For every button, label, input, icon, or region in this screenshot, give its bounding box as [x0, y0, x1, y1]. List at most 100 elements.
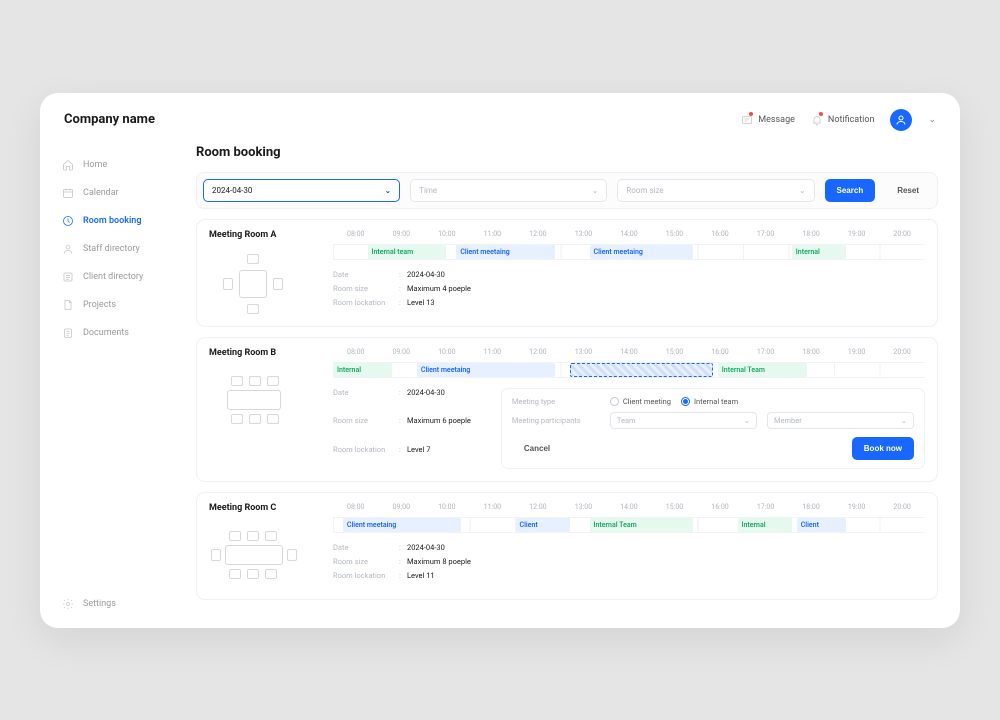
user-icon [895, 114, 907, 126]
search-button[interactable]: Search [825, 179, 876, 202]
booking-slot-internal[interactable]: Internal Team [590, 518, 694, 532]
timeline-hour-label: 08:00 [333, 230, 379, 238]
timeline-hour-label: 20:00 [879, 348, 925, 356]
timeline-hour-label: 17:00 [743, 348, 789, 356]
calendar-icon [62, 187, 74, 199]
timeline-hour-label: 15:00 [652, 230, 698, 238]
message-unread-dot [749, 112, 753, 116]
booking-slot-client[interactable]: Client [516, 518, 570, 532]
sidebar-item-documents[interactable]: Documents [62, 319, 190, 347]
room-card: Meeting Room B 08:0009:0010:0011:0012:00… [196, 337, 938, 482]
booking-slot-client[interactable]: Client meetaing [590, 245, 694, 259]
time-select[interactable]: Time ⌄ [410, 179, 607, 202]
participants-label: Meeting participants [512, 416, 600, 425]
sidebar-item-label: Staff directory [83, 244, 140, 254]
timeline-hour-label: 10:00 [424, 230, 470, 238]
timeline-hour-label: 19:00 [834, 348, 880, 356]
booking-slot-client[interactable]: Client meetaing [456, 245, 555, 259]
topbar-actions: Message Notification ⌄ [741, 109, 936, 131]
room-name: Meeting Room A [209, 230, 319, 240]
book-now-button[interactable]: Book now [852, 437, 914, 460]
booking-slot-internal[interactable]: Internal [738, 518, 792, 532]
cancel-button[interactable]: Cancel [512, 437, 562, 460]
staff-icon [62, 243, 74, 255]
filter-bar: 2024-04-30 ⌄ Time ⌄ Room size ⌄ Search R… [196, 172, 938, 209]
timeline-hour-label: 12:00 [515, 230, 561, 238]
sidebar-item-home[interactable]: Home [62, 151, 190, 179]
page-title: Room booking [196, 145, 938, 160]
sidebar-item-label: Client directory [83, 272, 143, 282]
timeline-hour-label: 18:00 [788, 348, 834, 356]
size-select[interactable]: Room size ⌄ [617, 179, 814, 202]
booking-slot-internal[interactable]: Internal team [368, 245, 447, 259]
sidebar: Home Calendar Room booking Staff directory C… [40, 141, 190, 628]
booking-slot-internal[interactable]: Internal [333, 363, 392, 377]
booking-slot-client[interactable]: Client meetaing [343, 518, 461, 532]
projects-icon [62, 299, 74, 311]
team-select[interactable]: Team⌄ [610, 412, 757, 429]
timeline-hour-label: 10:00 [424, 348, 470, 356]
timeline-hour-label: 16:00 [697, 230, 743, 238]
meeting-type-label: Meeting type [512, 397, 600, 406]
booking-form: Meeting type Client meeting Internal tea… [501, 388, 925, 469]
sidebar-item-label: Home [83, 160, 107, 170]
sidebar-item-calendar[interactable]: Calendar [62, 179, 190, 207]
sidebar-item-staff[interactable]: Staff directory [62, 235, 190, 263]
timeline-hour-label: 09:00 [379, 348, 425, 356]
client-icon [62, 271, 74, 283]
timeline-hour-label: 16:00 [697, 503, 743, 511]
timeline-hour-label: 15:00 [652, 348, 698, 356]
notification-button[interactable]: Notification [811, 114, 875, 126]
reset-button[interactable]: Reset [885, 179, 931, 202]
timeline-hour-label: 19:00 [834, 230, 880, 238]
member-select[interactable]: Member⌄ [767, 412, 914, 429]
timeline-hour-label: 08:00 [333, 503, 379, 511]
avatar-chevron-icon[interactable]: ⌄ [928, 115, 936, 125]
timeline-hour-label: 12:00 [515, 503, 561, 511]
chevron-down-icon: ⌄ [384, 186, 391, 195]
timeline-hours: 08:0009:0010:0011:0012:0013:0014:0015:00… [333, 230, 925, 238]
room-details: Date:2024-04-30 Room size:Maximum 4 poep… [333, 270, 471, 307]
sidebar-item-label: Calendar [83, 188, 119, 198]
booking-slot-client[interactable]: Client [797, 518, 846, 532]
chevron-down-icon: ⌄ [592, 186, 599, 195]
chevron-down-icon: ⌄ [799, 186, 806, 195]
timeline-hour-label: 18:00 [788, 503, 834, 511]
documents-icon [62, 327, 74, 339]
timeline-hour-label: 08:00 [333, 348, 379, 356]
timeline-hour-label: 16:00 [697, 348, 743, 356]
sidebar-item-room-booking[interactable]: Room booking [62, 207, 190, 235]
booking-slot-client[interactable]: Client meetaing [417, 363, 555, 377]
date-select[interactable]: 2024-04-30 ⌄ [203, 179, 400, 202]
radio-internal-team[interactable]: Internal team [681, 397, 738, 406]
timeline-hour-label: 09:00 [379, 503, 425, 511]
room-card: Meeting Room C 08:0009:0010:0011:0012:00… [196, 492, 938, 600]
sidebar-item-label: Projects [83, 300, 116, 310]
timeline-track[interactable]: Client meetaing Client Internal Team Intern… [333, 517, 925, 533]
size-placeholder: Room size [626, 186, 663, 195]
booking-slot-pending[interactable] [570, 363, 713, 377]
room-details: Date:2024-04-30 Room size:Maximum 6 poep… [333, 388, 471, 469]
timeline-hours: 08:0009:0010:0011:0012:0013:0014:0015:00… [333, 348, 925, 356]
gear-icon [62, 598, 74, 610]
radio-client-meeting[interactable]: Client meeting [610, 397, 671, 406]
timeline-hour-label: 15:00 [652, 503, 698, 511]
timeline-track[interactable]: Internal Client meetaing Internal Team [333, 362, 925, 378]
timeline-hour-label: 13:00 [561, 230, 607, 238]
timeline-track[interactable]: Internal team Client meetaing Client meeta… [333, 244, 925, 260]
timeline-hour-label: 17:00 [743, 230, 789, 238]
message-button[interactable]: Message [741, 114, 795, 126]
avatar[interactable] [890, 109, 912, 131]
timeline-hour-label: 14:00 [606, 348, 652, 356]
booking-slot-internal[interactable]: Internal Team [718, 363, 807, 377]
booking-slot-internal[interactable]: Internal [792, 245, 846, 259]
notification-unread-dot [819, 112, 823, 116]
timeline-hour-label: 18:00 [788, 230, 834, 238]
sidebar-item-client[interactable]: Client directory [62, 263, 190, 291]
app-body: Home Calendar Room booking Staff directory C… [40, 141, 960, 628]
room-layout-diagram [209, 523, 299, 587]
timeline-hour-label: 11:00 [470, 503, 516, 511]
room-card: Meeting Room A 08:0009:0010:0011:0012:00… [196, 219, 938, 327]
sidebar-item-settings[interactable]: Settings [62, 590, 190, 618]
sidebar-item-projects[interactable]: Projects [62, 291, 190, 319]
